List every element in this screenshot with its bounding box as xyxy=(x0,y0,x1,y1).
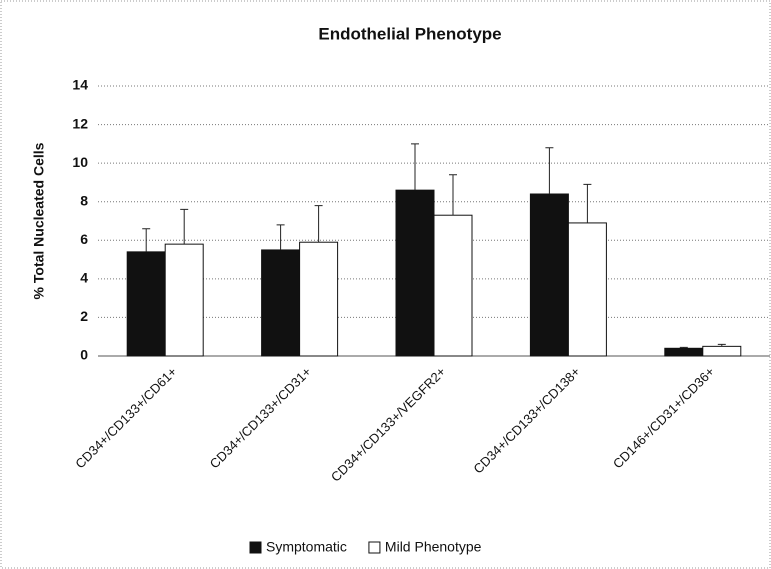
bar xyxy=(299,241,339,357)
error-bar xyxy=(717,343,726,347)
y-tick-label: 2 xyxy=(80,308,88,324)
y-axis-label: % Total Nucleated Cells xyxy=(31,142,47,299)
bar xyxy=(164,243,204,357)
error-bar xyxy=(142,228,151,252)
y-tick-label: 14 xyxy=(72,77,88,93)
bar xyxy=(702,345,742,357)
chart-title: Endothelial Phenotype xyxy=(318,24,501,43)
error-bar xyxy=(449,174,457,216)
x-tick-label: CD34+/CD133+/VEGFR2+ xyxy=(328,364,449,485)
error-bar xyxy=(545,147,554,194)
y-tick-label: 10 xyxy=(72,154,88,170)
error-bar xyxy=(276,224,285,250)
legend-label: Mild Phenotype xyxy=(385,539,482,555)
error-bar xyxy=(583,183,592,223)
x-tick-label: CD34+/CD133+/CD138+ xyxy=(470,364,583,477)
legend-swatch xyxy=(368,541,381,554)
x-tick-label: CD34+/CD133+/CD61+ xyxy=(72,364,179,471)
bar xyxy=(261,249,301,357)
bar xyxy=(395,189,435,357)
error-bar xyxy=(411,143,419,191)
bar xyxy=(126,251,166,357)
x-tick-label: CD34+/CD133+/CD31+ xyxy=(207,364,314,471)
bar xyxy=(529,193,569,357)
legend-label: Symptomatic xyxy=(266,539,347,555)
legend-swatch xyxy=(249,541,262,554)
y-tick-label: 4 xyxy=(80,270,88,286)
y-tick-label: 0 xyxy=(80,347,88,363)
bar xyxy=(664,347,704,357)
y-tick-label: 12 xyxy=(72,115,88,131)
y-tick-label: 8 xyxy=(80,192,88,208)
x-tick-label: CD146+/CD31+/CD36+ xyxy=(610,364,717,471)
y-tick-label: 6 xyxy=(80,231,88,247)
bar xyxy=(567,222,607,357)
error-bar xyxy=(180,208,189,245)
bar xyxy=(433,214,473,357)
error-bar xyxy=(679,346,688,349)
error-bar xyxy=(314,205,323,243)
